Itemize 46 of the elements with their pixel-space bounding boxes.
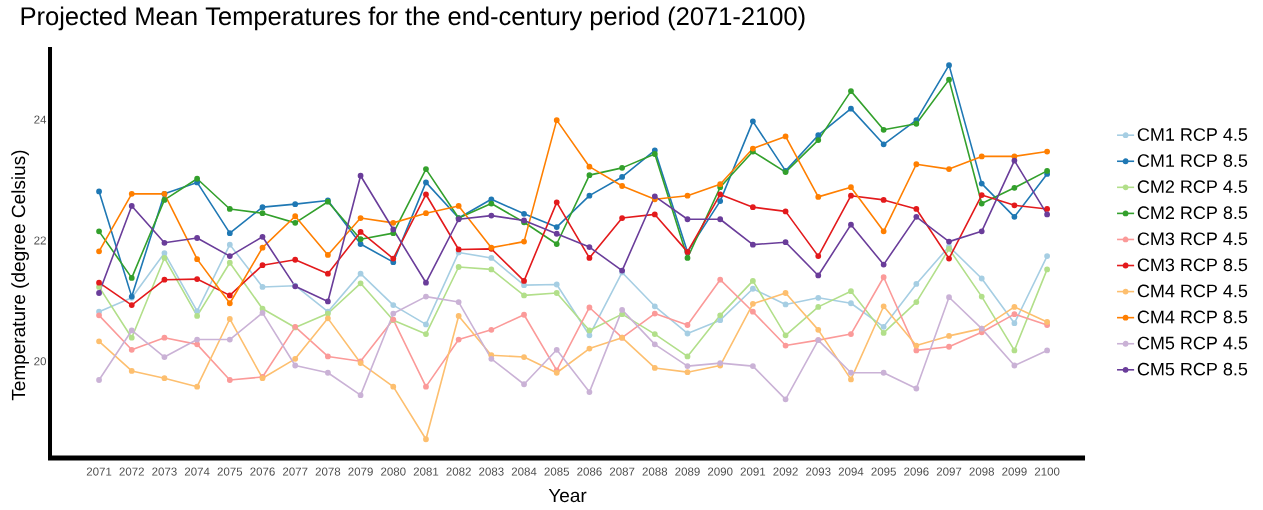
legend-label: CM3 RCP 4.5 xyxy=(1137,232,1248,246)
legend-label: CM1 RCP 4.5 xyxy=(1137,128,1248,141)
x-tick-label: 2081 xyxy=(413,467,439,476)
legend-label: CM5 RCP 8.5 xyxy=(1137,362,1248,376)
x-tick-label: 2098 xyxy=(969,467,995,476)
x-tick-label: 2079 xyxy=(348,467,373,476)
x-tick-label: 2078 xyxy=(315,467,341,476)
x-tick-label: 2074 xyxy=(184,467,210,476)
legend-label: CM3 RCP 8.5 xyxy=(1137,258,1248,272)
legend-label: CM1 RCP 8.5 xyxy=(1137,154,1248,167)
x-tick-label: 2094 xyxy=(838,467,864,476)
x-tick-label: 2083 xyxy=(479,467,504,476)
x-tick-label: 2100 xyxy=(1034,467,1060,476)
x-tick-label: 2071 xyxy=(86,467,112,476)
x-tick-label: 2088 xyxy=(642,467,668,476)
x-tick-label: 2092 xyxy=(773,467,798,476)
x-tick-label: 2087 xyxy=(609,467,635,476)
y-axis-title: Temperature (degree Celsius) xyxy=(11,150,29,401)
y-tick-label: 22 xyxy=(34,236,46,245)
x-tick-label: 2090 xyxy=(707,467,733,476)
x-tick-label: 2099 xyxy=(1002,467,1027,476)
x-tick-label: 2072 xyxy=(119,467,144,476)
x-tick-label: 2077 xyxy=(282,467,308,476)
x-tick-label: 2085 xyxy=(544,467,570,476)
x-tick-label: 2084 xyxy=(511,467,537,476)
y-tick-label: 24 xyxy=(34,115,47,124)
x-tick-label: 2095 xyxy=(871,467,896,476)
x-tick-label: 2091 xyxy=(740,467,766,476)
x-tick-label: 2093 xyxy=(806,467,831,476)
legend-label: CM5 RCP 4.5 xyxy=(1137,336,1248,350)
x-tick-label: 2096 xyxy=(904,467,929,476)
x-tick-label: 2097 xyxy=(936,467,962,476)
legend-label: CM4 RCP 4.5 xyxy=(1137,284,1248,298)
x-axis-title: Year xyxy=(548,488,587,503)
legend-label: CM4 RCP 8.5 xyxy=(1137,310,1248,324)
chart-title: Projected Mean Temperatures for the end-century period (2071-2100) xyxy=(21,6,805,31)
x-tick-label: 2075 xyxy=(217,467,243,476)
x-tick-label: 2082 xyxy=(446,467,471,476)
y-tick-label: 20 xyxy=(34,357,47,366)
legend-label: CM2 RCP 4.5 xyxy=(1137,180,1248,194)
legend-label: CM2 RCP 8.5 xyxy=(1137,206,1248,220)
x-tick-label: 2086 xyxy=(577,467,602,476)
x-tick-label: 2076 xyxy=(250,467,275,476)
x-tick-label: 2089 xyxy=(675,467,700,476)
x-tick-label: 2073 xyxy=(152,467,177,476)
x-tick-label: 2080 xyxy=(381,467,406,476)
